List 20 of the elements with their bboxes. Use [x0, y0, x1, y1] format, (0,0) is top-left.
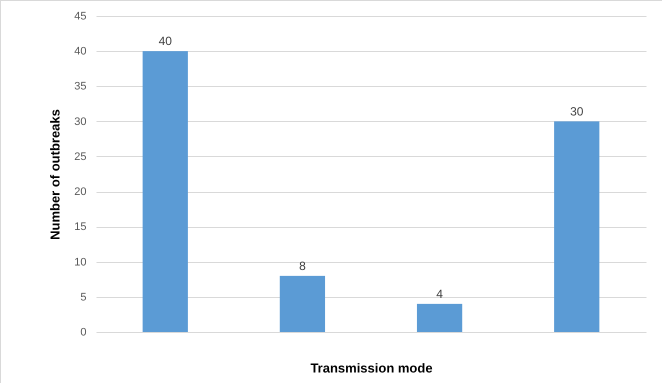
data-label: 4: [436, 286, 444, 301]
y-tick-label: 35: [74, 80, 86, 93]
y-tick-label: 40: [74, 46, 86, 58]
x-axis-title: Transmission mode: [310, 360, 433, 376]
bar: [554, 121, 600, 332]
y-tick-label: 20: [74, 186, 86, 198]
data-label: 30: [570, 104, 584, 118]
y-tick-label: 25: [74, 150, 86, 163]
y-tick-label: 10: [74, 256, 86, 268]
bar: [142, 51, 188, 332]
y-tick-label: 5: [80, 291, 86, 304]
y-axis-title: Number of outbreaks: [47, 109, 62, 240]
bar: [416, 304, 462, 332]
y-tick-label: 30: [74, 116, 86, 128]
y-tick-label: 0: [80, 326, 86, 338]
y-tick-label: 15: [74, 221, 86, 234]
data-label: 8: [299, 258, 306, 273]
bar: [280, 276, 326, 332]
data-label: 40: [158, 34, 172, 48]
y-tick-label: 45: [74, 10, 86, 22]
